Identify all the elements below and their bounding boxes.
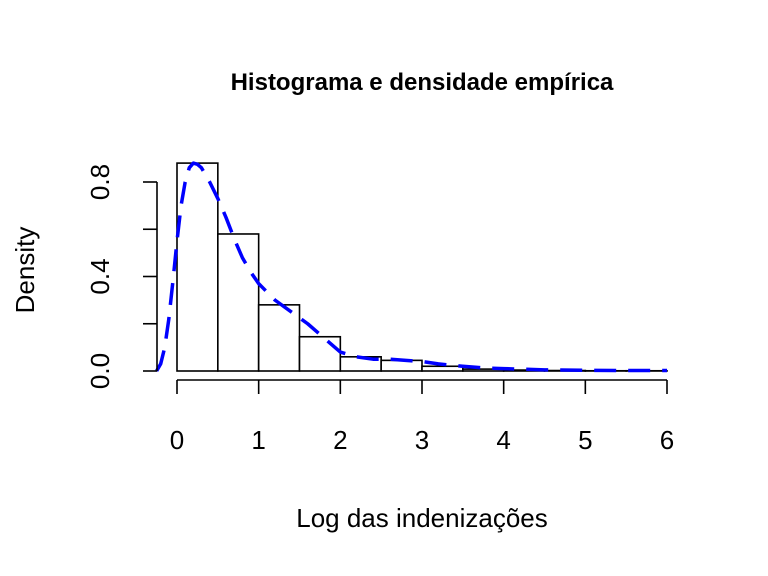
x-tick-label: 2 — [333, 425, 347, 455]
y-tick-label: 0.0 — [85, 353, 115, 389]
histogram-bar — [298, 335, 342, 372]
histogram-bar — [380, 359, 423, 372]
y-tick-label: 0.8 — [85, 164, 115, 200]
y-axis: 0.0 0.4 0.8 — [85, 164, 158, 389]
x-axis: 0 1 2 3 4 5 6 — [170, 379, 674, 455]
y-tick-label: 0.4 — [85, 258, 115, 294]
x-axis-label: Log das indenizações — [296, 503, 548, 533]
x-tick-label: 0 — [170, 425, 184, 455]
y-axis-label: Density — [10, 227, 40, 314]
x-tick-label: 1 — [251, 425, 265, 455]
x-tick-label: 3 — [415, 425, 429, 455]
chart-title: Histograma e densidade empírica — [231, 69, 614, 96]
x-tick-label: 4 — [496, 425, 510, 455]
histogram-bar — [421, 365, 464, 372]
histogram-bar — [257, 304, 301, 372]
x-tick-label: 5 — [578, 425, 592, 455]
histogram-bar — [217, 233, 260, 372]
histogram-bars — [176, 162, 668, 372]
x-tick-label: 6 — [660, 425, 674, 455]
density-curve — [155, 161, 667, 373]
